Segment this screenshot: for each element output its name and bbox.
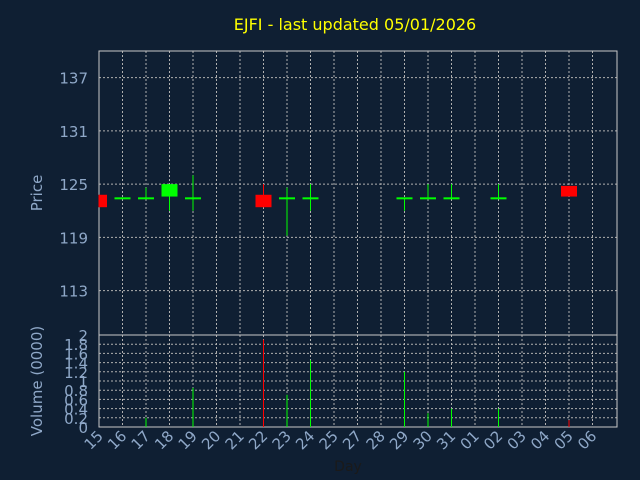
candle-body [255,194,272,208]
chart-title: EJFI - last updated 05/01/2026 [234,15,476,34]
day-axis-label: Day [334,459,362,475]
price-candles [98,175,577,236]
candle-body [561,185,577,197]
volume-tick-label: 1.8 [64,336,88,354]
volume-plot-frame [98,334,618,428]
volume-y-ticks: 00.20.40.60.811.21.41.61.82 [64,327,88,437]
candle-body [490,197,507,200]
candle-body [99,194,107,208]
candle-body [279,197,295,200]
volume-axis-label: Volume (0000) [28,326,46,436]
price-tick-label: 113 [59,283,88,301]
price-axis-label: Price [28,175,46,212]
volume-tick-label: 0.8 [64,382,88,400]
volume-tick-label: 1.2 [64,364,88,382]
price-tick-label: 119 [59,229,88,247]
candle-body [443,197,460,200]
volume-tick-label: 1.6 [64,345,88,363]
volume-bars [145,339,570,427]
volume-tick-label: 0 [78,419,88,437]
candle-body [138,197,154,200]
volume-tick-label: 0.2 [64,410,88,428]
price-tick-label: 137 [59,70,88,88]
candle-body [114,197,131,200]
candle-body [161,184,178,197]
candle-body [302,197,319,200]
candle-body [396,197,413,200]
candle-body [185,197,201,200]
price-tick-label: 131 [59,123,88,141]
volume-tick-label: 1.4 [64,355,88,373]
volume-tick-label: 0.4 [64,401,88,419]
price-y-ticks: 113 119 125 131 137 [59,70,88,301]
volume-tick-label: 1 [78,373,88,391]
volume-tick-label: 0.6 [64,391,88,409]
price-tick-label: 125 [59,176,88,194]
volume-tick-label: 2 [78,327,88,345]
candle-body [420,197,436,200]
